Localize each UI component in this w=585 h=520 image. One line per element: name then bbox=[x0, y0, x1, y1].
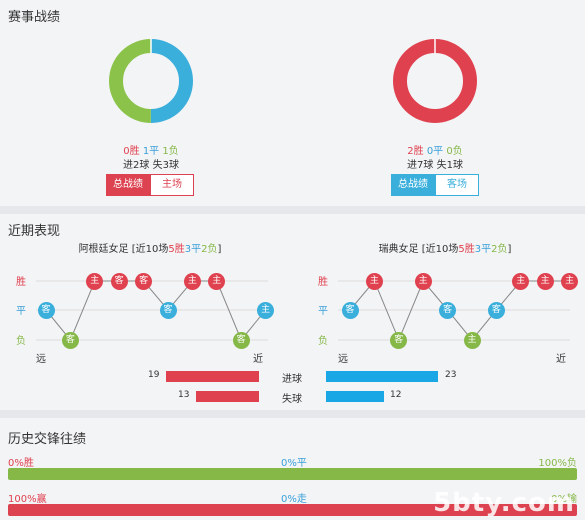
right-goals-against: 失1球 bbox=[436, 160, 463, 171]
right-form-marker: 客 bbox=[439, 301, 457, 319]
left-form-marker: 主 bbox=[183, 272, 201, 290]
left-y-loss-label: 负 bbox=[16, 336, 26, 347]
right-tab-overall[interactable]: 总战绩 bbox=[391, 174, 435, 196]
right-team-losses: 2负 bbox=[491, 244, 508, 255]
goals-against-left-bar bbox=[195, 391, 259, 402]
left-team-prefix: [近10场 bbox=[131, 244, 169, 255]
h2h-handicap-bar bbox=[8, 504, 577, 516]
left-form-marker: 客 bbox=[110, 272, 128, 290]
goals-for-left-bar bbox=[166, 371, 259, 382]
h2h-lose-pct: 0%输 bbox=[551, 494, 577, 505]
left-team-header: 阿根廷女足 [近10场5胜3平2负] bbox=[40, 240, 260, 255]
left-form-marker: 主 bbox=[86, 272, 104, 290]
left-far-label: 远 bbox=[36, 354, 46, 365]
left-tab-home[interactable]: 主场 bbox=[150, 174, 194, 196]
right-loss-count: 0负 bbox=[446, 146, 463, 157]
goals-for-right-bar bbox=[326, 371, 438, 382]
head-to-head-panel: 历史交锋往绩 0%胜 0%平 100%负 100%赢 0%走 0%输 bbox=[0, 418, 585, 520]
left-near-label: 近 bbox=[253, 354, 263, 365]
left-form-marker: 客 bbox=[232, 331, 250, 349]
right-form-marker: 主 bbox=[463, 331, 481, 349]
left-record-summary: 0胜 1平 1负 bbox=[101, 142, 201, 157]
donut-segment bbox=[393, 39, 477, 123]
left-team-name: 阿根廷女足 bbox=[78, 244, 129, 255]
goals-for-label: 进球 bbox=[282, 374, 302, 385]
left-goals-for: 进2球 bbox=[123, 160, 150, 171]
head-to-head-title: 历史交锋往绩 bbox=[8, 432, 87, 447]
left-goals-summary: 进2球 失3球 bbox=[101, 156, 201, 171]
right-form-marker: 客 bbox=[390, 331, 408, 349]
left-team-draws: 3平 bbox=[184, 244, 202, 255]
left-donut-chart bbox=[109, 39, 193, 123]
left-team-wins: 5胜 bbox=[168, 244, 185, 255]
left-goals-against: 失3球 bbox=[152, 160, 179, 171]
h2h-cover-pct: 100%赢 bbox=[8, 494, 47, 505]
right-tab-away[interactable]: 客场 bbox=[435, 174, 479, 196]
left-team-losses: 2负 bbox=[201, 244, 218, 255]
right-tabs: 总战绩 客场 bbox=[391, 174, 479, 196]
left-y-win-label: 胜 bbox=[16, 277, 26, 288]
h2h-draw-pct: 0%平 bbox=[281, 458, 307, 469]
right-goals-for: 进7球 bbox=[407, 160, 434, 171]
right-donut-chart bbox=[393, 39, 477, 123]
goals-against-right-bar bbox=[326, 391, 385, 402]
record-panel: 赛事战绩 0胜 1平 1负 进2球 失3球 总战绩 主场 2胜 0平 0负 进7… bbox=[0, 0, 585, 206]
left-team-suffix: ] bbox=[217, 244, 222, 255]
goals-for-right-value: 23 bbox=[445, 370, 457, 380]
right-form-marker: 主 bbox=[512, 272, 530, 290]
goals-for-left-value: 19 bbox=[148, 370, 160, 380]
right-win-count: 2胜 bbox=[407, 146, 424, 157]
left-form-marker: 主 bbox=[257, 301, 275, 319]
right-form-marker: 客 bbox=[341, 301, 359, 319]
recent-form-panel: 近期表现 阿根廷女足 [近10场5胜3平2负] 瑞典女足 [近10场5胜3平2负… bbox=[0, 214, 585, 410]
left-loss-count: 1负 bbox=[162, 146, 179, 157]
left-win-count: 0胜 bbox=[123, 146, 140, 157]
left-form-marker: 客 bbox=[37, 301, 55, 319]
right-form-marker: 客 bbox=[487, 301, 505, 319]
recent-form-title: 近期表现 bbox=[8, 224, 61, 239]
right-form-marker: 主 bbox=[536, 272, 554, 290]
left-form-marker: 主 bbox=[208, 272, 226, 290]
right-y-win-label: 胜 bbox=[318, 277, 328, 288]
right-team-name: 瑞典女足 bbox=[378, 244, 419, 255]
right-y-loss-label: 负 bbox=[318, 336, 328, 347]
right-near-label: 近 bbox=[556, 354, 566, 365]
left-tab-overall[interactable]: 总战绩 bbox=[106, 174, 150, 196]
right-draw-count: 0平 bbox=[426, 146, 444, 157]
right-team-prefix: [近10场 bbox=[421, 244, 459, 255]
left-tabs: 总战绩 主场 bbox=[106, 174, 194, 196]
goals-against-left-value: 13 bbox=[178, 390, 190, 400]
right-team-wins: 5胜 bbox=[458, 244, 475, 255]
left-form-marker: 客 bbox=[159, 301, 177, 319]
h2h-result-bar bbox=[8, 468, 577, 480]
right-form-marker: 主 bbox=[365, 272, 383, 290]
watermark-logo: 5bty.com bbox=[433, 488, 575, 518]
h2h-win-pct: 0%胜 bbox=[8, 458, 34, 469]
right-team-header: 瑞典女足 [近10场5胜3平2负] bbox=[340, 240, 550, 255]
record-title: 赛事战绩 bbox=[8, 10, 61, 25]
right-record-summary: 2胜 0平 0负 bbox=[385, 142, 485, 157]
h2h-loss-pct: 100%负 bbox=[538, 458, 577, 469]
goals-against-right-value: 12 bbox=[390, 390, 402, 400]
left-form-marker: 客 bbox=[135, 272, 153, 290]
right-goals-summary: 进7球 失1球 bbox=[385, 156, 485, 171]
right-team-draws: 3平 bbox=[474, 244, 492, 255]
left-y-draw-label: 平 bbox=[16, 306, 26, 317]
right-team-suffix: ] bbox=[507, 244, 512, 255]
left-draw-count: 1平 bbox=[142, 146, 160, 157]
right-form-marker: 主 bbox=[561, 272, 579, 290]
goals-against-label: 失球 bbox=[282, 394, 302, 405]
right-far-label: 远 bbox=[338, 354, 348, 365]
h2h-push-pct: 0%走 bbox=[281, 494, 307, 505]
left-form-marker: 客 bbox=[61, 331, 79, 349]
right-y-draw-label: 平 bbox=[318, 306, 328, 317]
right-form-marker: 主 bbox=[414, 272, 432, 290]
